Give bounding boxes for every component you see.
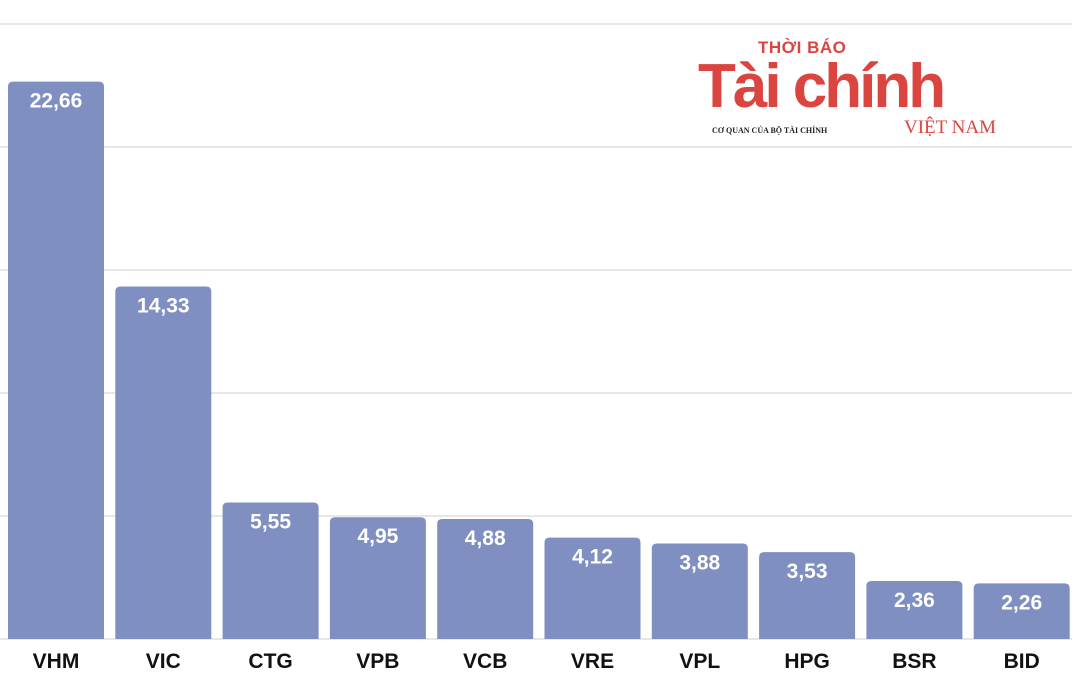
publisher-logo: THỜI BÁO Tài chính CƠ QUAN CỦA BỘ TÀI CH… [698,38,1008,139]
data-label: 2,36 [894,589,935,612]
bar-ctg [222,502,319,639]
bar-vre [544,537,641,639]
x-tick-label: VPB [356,650,399,673]
x-tick-label: BSR [892,650,936,673]
logo-top-text: THỜI BÁO [758,38,847,57]
data-label: 4,12 [572,546,613,569]
x-tick-label: BID [1004,650,1040,673]
data-label: 2,26 [1001,591,1042,614]
bar-vhm [8,81,104,639]
x-tick-label: VIC [146,650,181,673]
x-tick-label: VHM [33,650,80,673]
data-label: 4,88 [465,527,506,550]
bar-vpl [651,543,748,639]
bar-vic [115,286,212,639]
logo-main-text: Tài chính [698,52,946,121]
data-label: 3,53 [787,560,828,583]
x-tick-label: VRE [571,650,614,673]
bar-bid [973,583,1070,639]
data-label: 5,55 [250,510,291,533]
bar-vcb [437,518,534,639]
data-label: 22,66 [30,90,83,113]
logo-country: VIỆT NAM [903,117,996,138]
x-tick-label: HPG [784,650,830,673]
bar-bsr [866,580,963,639]
logo-bottom-row: CƠ QUAN CỦA BỘ TÀI CHÍNH VIỆT NAM [698,117,1008,139]
data-label: 4,95 [357,525,398,548]
logo-subtitle: CƠ QUAN CỦA BỘ TÀI CHÍNH [712,126,828,135]
data-label: 14,33 [137,294,190,317]
x-tick-label: CTG [248,650,292,673]
bar-vpb [329,517,426,639]
data-label: 3,88 [679,552,720,575]
x-tick-label: VCB [463,650,507,673]
bar-hpg [759,552,856,639]
x-tick-label: VPL [679,650,720,673]
